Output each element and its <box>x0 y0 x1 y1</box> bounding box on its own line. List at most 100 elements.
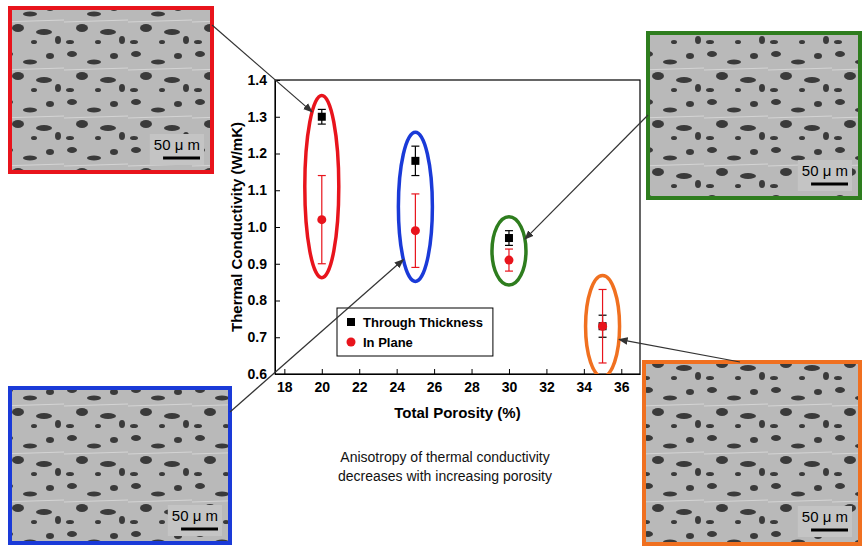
error-bar <box>505 249 513 271</box>
scale-bar-ground <box>168 505 222 536</box>
x-tick-mark <box>509 369 510 374</box>
x-tick-mark <box>621 369 622 374</box>
y-tick-mark <box>275 337 280 338</box>
micrograph: 50 μ m <box>10 388 230 543</box>
error-bar-cap <box>411 175 419 176</box>
x-tick: 26 <box>427 369 443 395</box>
x-tick-mark <box>397 369 398 374</box>
micrograph: 50 μ m <box>644 362 860 544</box>
x-tick: 24 <box>389 369 405 395</box>
y-tick-mark <box>275 227 280 228</box>
x-tick-mark <box>359 369 360 374</box>
error-bar-cap <box>505 230 513 231</box>
series <box>318 109 607 337</box>
point <box>317 215 326 224</box>
y-axis-title: Thermal Conductivity (W/mK) <box>228 122 245 332</box>
legend-marker <box>347 318 355 326</box>
error-bar-cap <box>318 123 326 124</box>
highlight-ellipse <box>305 95 339 277</box>
point <box>411 226 420 235</box>
legend-label: Through Thickness <box>363 315 483 330</box>
error-bar-cap <box>411 146 419 147</box>
error-bar-cap <box>505 245 513 246</box>
error-bar-cap <box>599 362 607 363</box>
x-tick-label: 34 <box>577 379 593 395</box>
error-bar-cap <box>318 109 326 110</box>
micrograph: 50 μ m <box>10 8 212 172</box>
point <box>318 113 326 121</box>
point <box>504 256 513 265</box>
x-tick-mark <box>546 369 547 374</box>
x-tick-mark <box>322 369 323 374</box>
arrow <box>230 260 403 412</box>
chart: 182022242628303234360.60.70.80.91.01.11.… <box>0 0 867 550</box>
highlight-ellipse <box>492 217 526 285</box>
y-tick-label: 0.7 <box>248 329 268 345</box>
x-tick: 28 <box>464 369 480 395</box>
scale-bar <box>181 528 218 531</box>
x-tick-mark <box>284 369 285 374</box>
micrograph: 50 μ m <box>648 33 860 198</box>
y-tick-label: 1.3 <box>248 109 268 125</box>
error-bar <box>505 231 513 246</box>
y-tick: 0.6 <box>248 366 280 382</box>
arrow <box>212 25 312 112</box>
micrograph-image <box>10 388 230 543</box>
y-tick-label: 0.6 <box>248 366 268 382</box>
y-tick: 1.3 <box>248 109 280 125</box>
scale-bar-label: 50 μ m <box>802 162 848 179</box>
y-tick: 0.7 <box>248 329 280 345</box>
x-tick: 36 <box>614 369 630 395</box>
highlight-ellipse <box>398 132 432 281</box>
y-tick-mark <box>275 374 280 375</box>
x-tick-mark <box>472 369 473 374</box>
x-tick: 30 <box>502 369 518 395</box>
scale-bar-ground <box>798 506 852 537</box>
x-tick-label: 20 <box>315 379 331 395</box>
scale-bar-ground <box>150 134 204 165</box>
y-tick: 0.8 <box>248 292 280 308</box>
point <box>505 234 513 242</box>
scale-bar <box>163 157 200 160</box>
y-tick-label: 1.1 <box>248 182 268 198</box>
error-bar <box>318 176 326 264</box>
x-tick: 20 <box>315 369 331 395</box>
arrow <box>525 115 648 239</box>
x-tick-mark <box>434 369 435 374</box>
y-tick-label: 0.8 <box>248 292 268 308</box>
plot-area <box>305 95 620 374</box>
x-tick-label: 36 <box>614 379 630 395</box>
micrograph-image <box>10 8 212 172</box>
scale-bar <box>811 183 848 186</box>
x-tick-label: 32 <box>539 379 555 395</box>
scale-bar-ground <box>798 160 852 191</box>
y-tick-mark <box>275 301 280 302</box>
y-tick: 0.9 <box>248 256 280 272</box>
y-tick-mark <box>275 117 280 118</box>
y-tick-label: 1.2 <box>248 145 268 161</box>
x-axis-title: Total Porosity (%) <box>394 404 520 421</box>
scale-bar-label: 50 μ m <box>154 136 200 153</box>
point <box>411 157 419 165</box>
y-tick: 1.2 <box>248 145 280 161</box>
x-tick-label: 30 <box>502 379 518 395</box>
y-tick-mark <box>275 190 280 191</box>
legend-label: In Plane <box>363 335 413 350</box>
scale-bar-label: 50 μ m <box>172 507 218 524</box>
micrograph-image <box>644 362 860 544</box>
caption-line: Anisotropy of thermal conductivity <box>340 449 549 465</box>
x-tick-label: 22 <box>352 379 368 395</box>
point <box>598 322 607 331</box>
y-tick: 1.1 <box>248 182 280 198</box>
error-bar <box>411 194 419 267</box>
scale-bar-label: 50 μ m <box>802 508 848 525</box>
y-axis: 0.60.70.80.91.01.11.21.31.4 <box>248 72 280 382</box>
x-tick: 34 <box>577 369 593 395</box>
x-tick: 22 <box>352 369 368 395</box>
error-bar-cap <box>599 289 607 290</box>
error-bar-cap <box>318 175 326 176</box>
series <box>317 176 607 363</box>
error-bar <box>411 146 419 175</box>
y-tick-label: 1.0 <box>248 219 268 235</box>
error-bar-cap <box>505 271 513 272</box>
